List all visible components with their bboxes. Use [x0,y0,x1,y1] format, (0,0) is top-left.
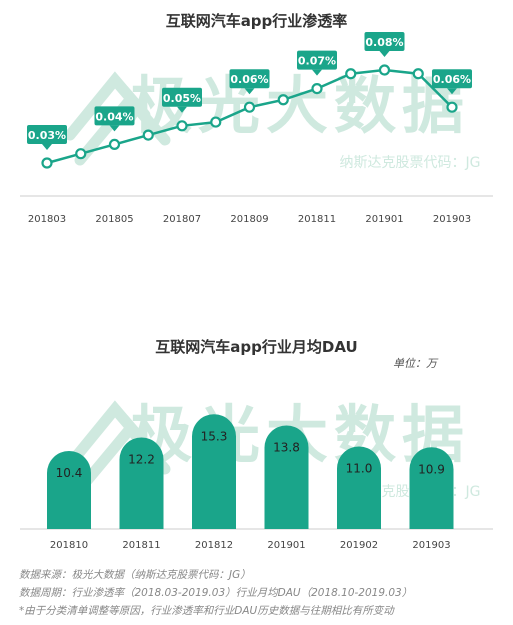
data-point [210,116,222,128]
watermark-logo-icon [64,71,171,166]
data-point [75,148,87,160]
x-tick-label: 201901 [365,214,403,225]
footnote-period: 数据周期：行业渗透率（2018.03-2019.03）行业月均DAU（2018.… [19,587,413,599]
data-label: 0.07% [297,50,337,76]
bar [337,446,381,529]
bar [409,447,454,529]
data-label-box [297,50,337,70]
bar-value-label: 10.4 [56,466,83,480]
x-tick-label: 201903 [412,540,450,551]
dau-bar-chart: 极光大数据纳斯达克股票代码：JG10.420181012.220181115.3… [20,398,493,551]
data-point [277,94,289,106]
data-label: 0.06% [432,69,472,95]
bar-value-label: 11.0 [346,462,373,476]
watermark-subtext: 纳斯达克股票代码：JG [340,155,481,171]
data-label-box [27,125,67,144]
data-label: 0.05% [162,87,202,113]
data-label-text: 0.04% [95,110,133,123]
data-label-box [364,32,405,51]
data-label-box [162,87,202,107]
x-tick-label: 201805 [95,214,133,225]
data-point [41,157,53,169]
data-point [311,82,323,95]
bar-value-label: 10.9 [418,462,445,476]
bar [119,437,164,529]
footnotes: 数据来源：极光大数据（纳斯达克股票代码：JG） 数据周期：行业渗透率（2018.… [19,566,509,620]
footnote-source: 数据来源：极光大数据（纳斯达克股票代码：JG） [19,569,251,581]
data-label: 0.03% [27,125,67,150]
data-label: 0.08% [364,32,405,57]
x-tick-label: 201807 [163,214,201,225]
data-label-text: 0.06% [230,73,268,86]
data-label-box [432,69,472,89]
data-label: 0.04% [94,106,135,132]
data-label: 0.06% [229,69,270,95]
bar-value-label: 13.8 [273,441,300,455]
data-label-text: 0.06% [433,73,471,86]
data-label-pointer [244,88,255,95]
data-label-text: 0.08% [365,36,403,49]
data-point [176,120,188,132]
data-label-pointer [177,106,187,113]
x-tick-label: 201903 [433,214,471,225]
data-label-box [94,106,135,126]
data-point [345,68,357,80]
x-tick-label: 201803 [28,214,66,225]
data-label-text: 0.07% [298,55,336,68]
data-label-box [229,69,270,89]
data-point [378,64,391,76]
x-tick-label: 201809 [230,214,268,225]
data-label-pointer [379,51,390,57]
data-point [446,101,458,113]
x-tick-label: 201902 [340,540,378,551]
data-point [142,129,154,141]
bar-value-label: 15.3 [201,429,228,443]
dau-unit-label: 单位：万 [393,357,437,370]
bar [192,414,236,529]
bar [264,425,309,529]
x-tick-label: 201812 [195,540,233,551]
x-tick-label: 201901 [267,540,305,551]
penetration-chart-title: 互联网汽车app行业渗透率 [165,12,348,30]
x-tick-label: 201810 [50,540,88,551]
bar [47,451,91,529]
data-label-pointer [312,69,322,76]
dau-chart-title: 互联网汽车app行业月均DAU [155,338,358,356]
data-point [243,101,256,113]
footnote-note: *由于分类清单调整等原因，行业渗透率和行业DAU历史数据与往期相比有所变动 [19,605,394,617]
penetration-line-chart: 极光大数据纳斯达克股票代码：JG0.03%0.04%0.05%0.06%0.07… [20,32,493,225]
x-tick-label: 201811 [298,214,336,225]
data-label-pointer [42,144,52,150]
data-label-pointer [447,88,457,95]
data-label-pointer [109,125,120,132]
bar-value-label: 12.2 [128,453,155,467]
data-point [412,68,424,80]
data-label-text: 0.05% [163,92,201,105]
x-tick-label: 201811 [122,540,160,551]
data-point [108,138,121,151]
data-label-text: 0.03% [28,129,66,142]
